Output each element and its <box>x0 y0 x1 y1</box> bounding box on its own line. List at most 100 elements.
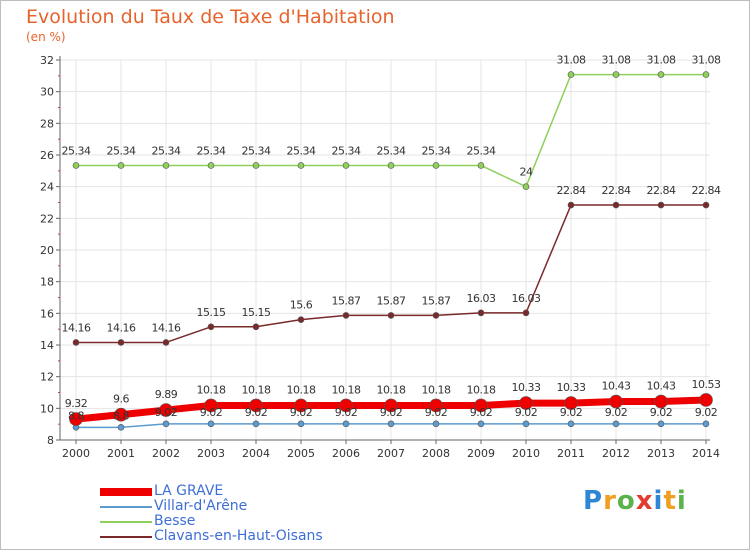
data-label: 22.84 <box>647 184 676 197</box>
data-label: 9.89 <box>155 388 178 401</box>
x-tick-label: 2005 <box>287 447 315 460</box>
data-label: 10.18 <box>197 383 226 396</box>
data-point <box>519 396 533 410</box>
data-label: 9.02 <box>470 406 493 419</box>
y-tick-label: 12 <box>40 371 54 384</box>
data-point <box>702 420 710 428</box>
data-label: 16.03 <box>512 292 541 305</box>
data-label: 10.18 <box>467 383 496 396</box>
x-tick-label: 2008 <box>422 447 450 460</box>
data-label: 10.43 <box>602 380 631 393</box>
y-tick-label: 28 <box>40 117 54 130</box>
y-tick-label: 8 <box>47 434 54 447</box>
data-point <box>117 424 125 431</box>
legend-swatch <box>100 536 152 538</box>
legend-label: LA GRAVE <box>154 483 224 499</box>
data-point <box>207 162 215 169</box>
x-tick-label: 2003 <box>197 447 225 460</box>
data-point <box>384 398 398 413</box>
data-point <box>564 396 578 410</box>
data-label: 16.03 <box>467 292 496 305</box>
data-label: 25.34 <box>287 144 316 157</box>
data-label: 15.15 <box>197 306 226 319</box>
x-tick-label: 2011 <box>557 447 585 460</box>
y-tick-label: 18 <box>40 276 54 289</box>
grid-lines <box>60 59 710 441</box>
data-point <box>387 312 395 319</box>
data-label: 10.18 <box>422 383 451 396</box>
data-point <box>249 398 263 413</box>
x-tick-label: 2012 <box>602 447 630 460</box>
legend-swatch <box>100 488 152 496</box>
data-point <box>432 420 440 428</box>
x-tick-label: 2001 <box>107 447 135 460</box>
data-label: 15.87 <box>422 294 451 307</box>
x-tick-label: 2014 <box>692 447 720 460</box>
data-label: 25.34 <box>467 144 496 157</box>
x-tick-label: 2004 <box>242 447 270 460</box>
data-point <box>72 339 80 346</box>
data-label: 14.16 <box>152 321 181 334</box>
data-point <box>477 309 485 317</box>
data-point <box>612 420 620 428</box>
chart-title: Evolution du Taux de Taxe d'Habitation <box>26 6 395 28</box>
data-label: 9.02 <box>605 406 628 419</box>
data-point <box>297 316 305 323</box>
data-point <box>522 309 530 317</box>
data-point <box>702 201 710 209</box>
data-point <box>207 420 215 428</box>
data-point <box>159 403 173 417</box>
data-label: 10.43 <box>647 380 676 393</box>
data-point <box>702 71 710 78</box>
data-point <box>657 420 665 428</box>
legend-item: LA GRAVE <box>100 483 400 499</box>
data-label: 10.18 <box>377 383 406 396</box>
data-label: 9.02 <box>560 406 583 419</box>
proxiti-logo: Proxiti <box>583 486 687 516</box>
x-tick-label: 2007 <box>377 447 405 460</box>
data-point <box>429 398 443 413</box>
data-label: 25.34 <box>242 144 271 157</box>
data-point <box>297 420 305 428</box>
data-label: 8.8 <box>68 409 84 422</box>
data-point <box>657 71 665 78</box>
y-tick-label: 30 <box>40 86 54 99</box>
data-point <box>117 162 125 169</box>
data-point <box>162 339 170 346</box>
data-point <box>339 398 353 413</box>
legend-item: Besse <box>100 513 400 529</box>
y-tick-label: 24 <box>40 181 54 194</box>
data-point <box>657 201 665 209</box>
y-tick-label: 14 <box>40 339 54 352</box>
data-label: 9.32 <box>65 397 88 410</box>
data-label: 10.33 <box>512 381 541 394</box>
legend-swatch <box>100 521 152 523</box>
data-label: 15.87 <box>377 294 406 307</box>
x-tick-label: 2010 <box>512 447 540 460</box>
data-point <box>567 420 575 428</box>
data-label: 15.15 <box>242 306 271 319</box>
data-label: 10.18 <box>287 383 316 396</box>
data-label: 15.6 <box>290 299 313 312</box>
data-label: 25.34 <box>197 144 226 157</box>
data-label: 25.34 <box>62 144 91 157</box>
y-tick-label: 26 <box>40 149 54 162</box>
data-label: 9.02 <box>290 406 313 419</box>
data-label: 8.8 <box>113 409 129 422</box>
data-point <box>522 183 530 190</box>
data-point <box>654 394 668 409</box>
data-label: 10.53 <box>692 378 721 391</box>
y-tick-label: 22 <box>40 212 54 225</box>
data-label: 10.33 <box>557 381 586 394</box>
data-label: 31.08 <box>647 54 676 67</box>
data-label: 22.84 <box>692 184 721 197</box>
x-tick-label: 2006 <box>332 447 360 460</box>
data-point <box>477 162 485 169</box>
x-tick-label: 2013 <box>647 447 675 460</box>
data-label: 14.16 <box>62 321 91 334</box>
data-label: 25.34 <box>152 144 181 157</box>
data-label: 9.6 <box>113 393 129 406</box>
data-label: 31.08 <box>557 54 586 67</box>
legend-label: Villar-d'Arêne <box>154 498 248 514</box>
